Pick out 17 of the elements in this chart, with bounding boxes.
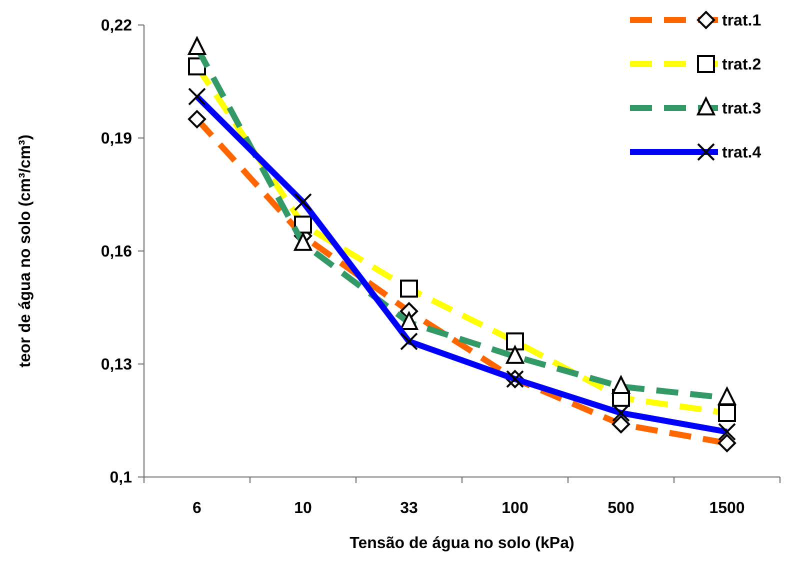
legend-label: trat.4 bbox=[722, 144, 762, 162]
x-tick-label: 6 bbox=[192, 500, 202, 517]
x-tick-label: 1500 bbox=[709, 500, 745, 517]
x-tick-label: 500 bbox=[608, 500, 634, 517]
x-tick-label: 100 bbox=[502, 500, 528, 517]
y-tick-label: 0,19 bbox=[100, 130, 132, 148]
y-tick-label: 0,1 bbox=[110, 470, 132, 487]
y-tick-label: 0,16 bbox=[100, 244, 132, 261]
x-tick-label: 10 bbox=[294, 500, 312, 517]
legend-label: trat.3 bbox=[722, 100, 762, 118]
x-axis-title: Tensão de água no solo (kPa) bbox=[350, 535, 574, 552]
legend-label: trat.1 bbox=[722, 12, 762, 30]
y-axis-title: teor de água no solo (cm³/cm³) bbox=[17, 134, 34, 368]
y-tick-label: 0,13 bbox=[100, 356, 132, 374]
legend-label: trat.2 bbox=[722, 56, 762, 74]
y-tick-label: 0,22 bbox=[100, 18, 132, 35]
x-tick-label: 33 bbox=[400, 500, 418, 517]
